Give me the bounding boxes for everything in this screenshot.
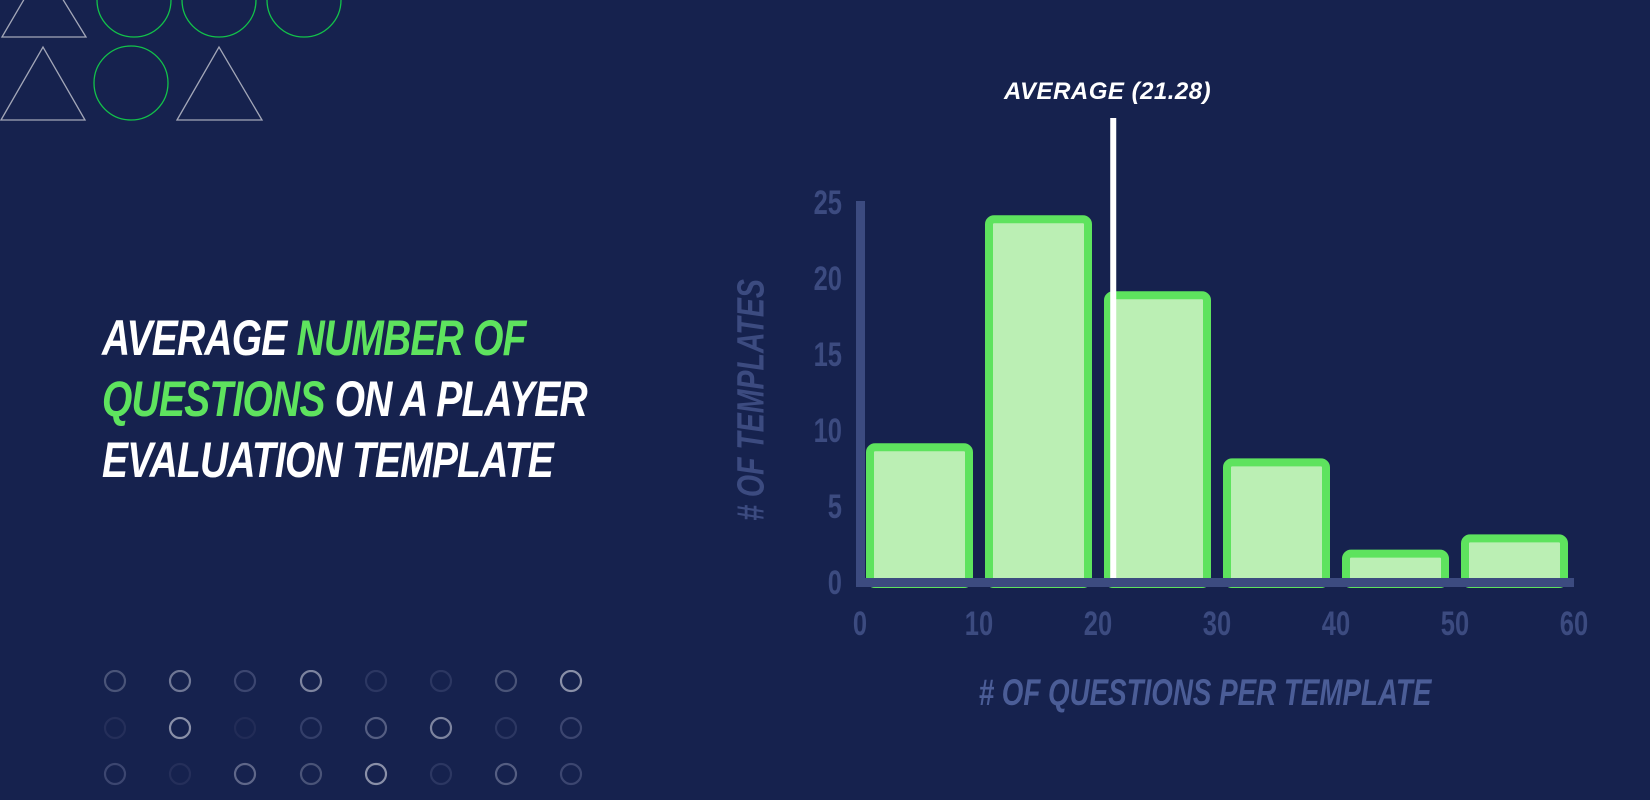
histogram-bar (1104, 291, 1211, 588)
y-tick-label: 15 (813, 336, 842, 374)
histogram-bar (1461, 534, 1568, 589)
x-tick-label: 50 (1440, 605, 1470, 643)
triangle-icon (175, 45, 264, 121)
triangle-icon (0, 0, 88, 38)
ring-icon (299, 670, 323, 693)
ring-icon (299, 716, 323, 740)
decorative-dot-grid (103, 670, 583, 786)
circle-icon (96, 0, 172, 38)
ring-icon (168, 716, 192, 740)
ring-icon (168, 762, 192, 786)
ring-icon (233, 716, 257, 740)
y-axis-line (856, 201, 865, 584)
histogram-bar (866, 443, 973, 589)
x-tick-label: 20 (1083, 605, 1113, 643)
title-part-5: EVALUATION TEMPLATE (102, 432, 554, 488)
bars-group (866, 215, 1568, 589)
x-tick-label: 30 (1202, 605, 1232, 643)
ring-icon (429, 670, 453, 693)
x-tick-label: 0 (852, 605, 868, 643)
ring-icon (168, 670, 192, 693)
histogram-bar (1223, 458, 1330, 588)
ring-icon (429, 716, 453, 740)
y-tick-label: 10 (813, 412, 842, 450)
x-axis-title: # OF QUESTIONS PER TEMPLATE (978, 672, 1432, 713)
decorative-shapes (0, 0, 342, 121)
ring-icon (233, 670, 257, 693)
y-tick-label: 25 (813, 184, 842, 222)
ring-icon (559, 762, 583, 786)
ring-icon (494, 670, 518, 693)
average-line (1110, 118, 1117, 578)
ring-icon (299, 762, 323, 786)
ring-icon (364, 716, 388, 740)
title-highlight-1: NUMBER OF (296, 310, 527, 366)
ring-icon (559, 670, 583, 693)
ring-icon (494, 716, 518, 740)
ring-icon (494, 762, 518, 786)
y-tick-label: 20 (813, 260, 842, 298)
page-title: AVERAGE NUMBER OF QUESTIONS ON A PLAYER … (102, 308, 588, 491)
circle-icon (181, 0, 257, 38)
x-tick-label: 10 (964, 605, 994, 643)
histogram-bar (985, 215, 1092, 588)
circle-icon (266, 0, 342, 38)
average-label: AVERAGE (21.28) (1004, 78, 1212, 105)
title-part-1: AVERAGE (102, 310, 297, 366)
x-axis-line (856, 578, 1574, 587)
triangle-icon (0, 45, 87, 121)
ring-icon (103, 716, 127, 740)
ring-icon (429, 762, 453, 786)
title-highlight-2: QUESTIONS (102, 371, 325, 427)
ring-icon (364, 762, 388, 786)
circle-icon (93, 45, 169, 121)
ring-icon (103, 670, 127, 693)
x-tick-label: 40 (1321, 605, 1351, 643)
ring-icon (103, 762, 127, 786)
y-axis-title: # OF TEMPLATES (730, 279, 773, 521)
ring-icon (233, 762, 257, 786)
y-tick-label: 5 (827, 488, 842, 526)
y-tick-label: 0 (827, 564, 842, 602)
ring-icon (364, 670, 388, 693)
ring-icon (559, 716, 583, 740)
x-tick-label: 60 (1559, 605, 1589, 643)
title-part-4: ON A PLAYER (324, 371, 588, 427)
